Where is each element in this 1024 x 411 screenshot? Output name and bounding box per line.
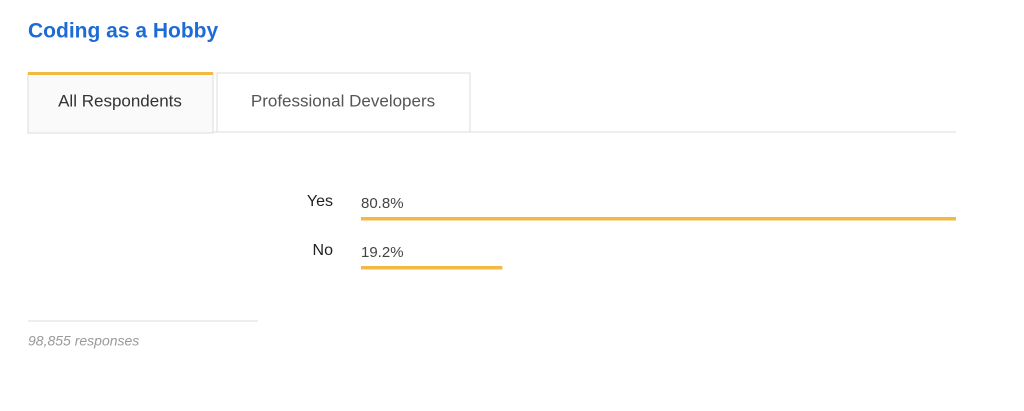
bar [361,266,503,270]
category-label: No [313,242,334,259]
value-label: 80.8% [361,195,404,212]
tab-label[interactable]: All Respondents [58,91,182,110]
value-label: 19.2% [361,244,404,261]
tab-label[interactable]: Professional Developers [251,91,435,110]
footnote: 98,855 responses [28,333,139,349]
tab[interactable] [216,72,471,133]
bar [361,217,956,221]
chart-title: Coding as a Hobby [28,20,219,43]
tab-active-indicator [28,72,213,75]
tab-active[interactable] [27,72,214,134]
category-label: Yes [307,193,333,210]
